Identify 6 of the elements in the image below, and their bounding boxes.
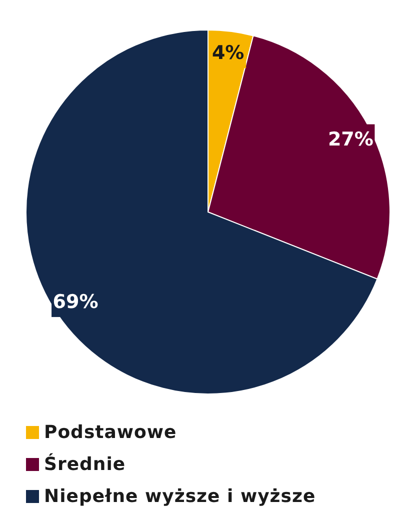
data-label: 69% [52, 291, 98, 314]
data-label: 27% [328, 128, 374, 150]
data-label: 4% [212, 42, 244, 64]
legend-label: Średnie [44, 454, 126, 474]
legend-label: Niepełne wyższe i wyższe [44, 486, 316, 506]
legend-label: Podstawowe [44, 422, 177, 442]
